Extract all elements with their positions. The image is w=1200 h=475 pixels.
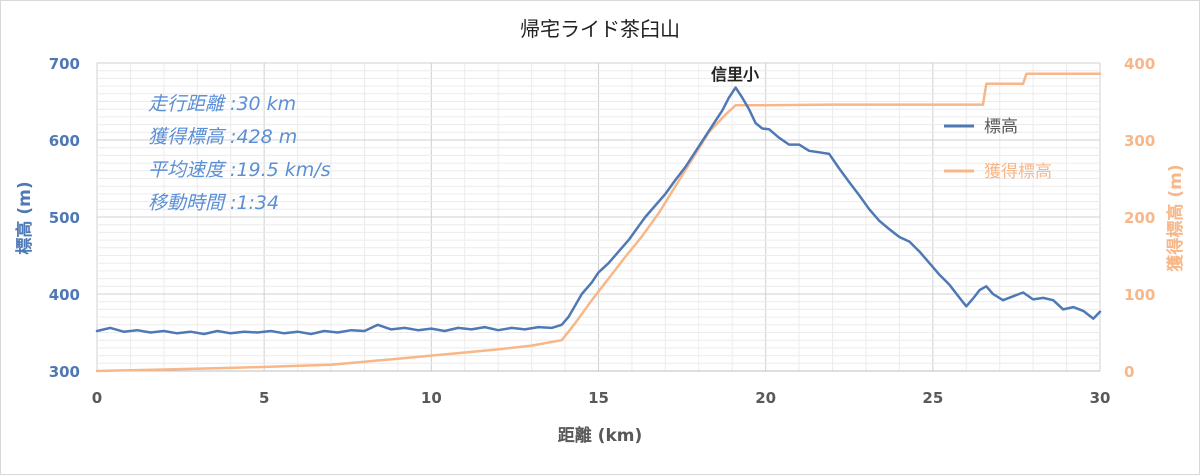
x-tick-label: 10 [421,389,442,407]
stat-distance: 走行距離 :30 km [148,93,296,115]
y-axis-left-label: 標高 (m) [14,181,35,254]
y-axis-right-label: 獲得標高 (m) [1165,164,1186,271]
series-line-gain [95,72,1102,373]
y-tick-label-right: 0 [1124,363,1134,381]
y-tick-label-right: 200 [1124,209,1155,227]
stat-average-speed: 平均速度 :19.5 km/s [148,159,331,181]
x-tick-label: 0 [92,389,102,407]
legend-label-gain: 獲得標高 [984,162,1052,182]
y-tick-label-left: 300 [49,363,80,381]
x-tick-label: 5 [259,389,269,407]
x-tick-label: 30 [1090,389,1111,407]
axes: 0 5 10 15 20 25 30 300 400 500 600 700 0 100 200 300 400 [49,55,1156,407]
y-tick-label-left: 500 [49,209,80,227]
grid [96,62,1101,372]
x-tick-label: 20 [755,389,776,407]
chart-title: 帰宅ライド茶臼山 [520,17,680,41]
stat-elevation-gain: 獲得標高 :428 m [148,126,297,148]
y-tick-label-right: 300 [1124,132,1155,150]
x-axis-label: 距離 (km) [558,425,642,446]
stats-box: 走行距離 :30 km 獲得標高 :428 m 平均速度 :19.5 km/s … [148,93,331,214]
stat-moving-time: 移動時間 :1:34 [148,192,279,214]
legend-label-elevation: 標高 [984,117,1018,137]
series-line-elevation [95,86,1102,336]
y-tick-label-left: 600 [49,132,80,150]
y-tick-label-left: 700 [49,55,80,73]
x-tick-label: 25 [922,389,943,407]
peak-annotation: 信里小 [711,65,759,84]
y-tick-label-left: 400 [49,286,80,304]
y-tick-label-right: 400 [1124,55,1155,73]
series-group [95,72,1102,373]
y-tick-label-right: 100 [1124,286,1155,304]
x-tick-label: 15 [588,389,609,407]
legend: 標高 獲得標高 [944,117,1052,182]
